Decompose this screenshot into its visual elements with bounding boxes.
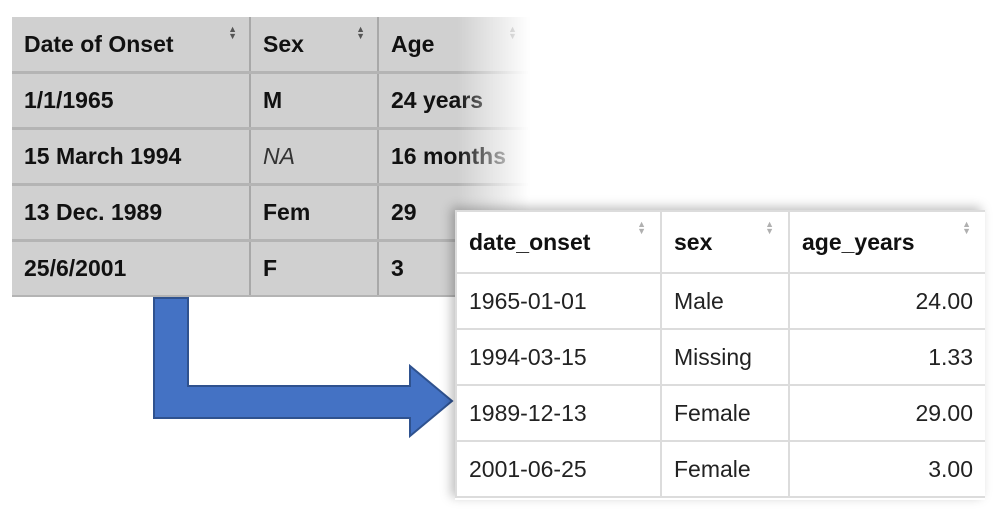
arrow-icon [153, 297, 454, 439]
clean-header-age-years[interactable]: age_years ▲ ▼ [788, 210, 985, 274]
raw-cell-date: 1/1/1965 [12, 72, 251, 130]
raw-cell-age: 24 years [378, 72, 530, 130]
clean-cell-date: 1989-12-13 [455, 384, 662, 442]
clean-data-table: date_onset ▲ ▼ sex ▲ ▼ age_years ▲ ▼ 1965-01-0… [455, 210, 985, 498]
raw-header-sex[interactable]: Sex ▲ ▼ [250, 17, 379, 74]
raw-data-table-panel: Date of Onset ▲ ▼ Sex ▲ ▼ Age ▲ ▼ 1/1/1965 M 2… [12, 17, 530, 297]
raw-data-table: Date of Onset ▲ ▼ Sex ▲ ▼ Age ▲ ▼ 1/1/1965 M 2… [12, 17, 530, 297]
sort-icon[interactable]: ▲ ▼ [637, 219, 646, 236]
clean-cell-age: 24.00 [788, 272, 985, 330]
table-row: 2001-06-25 Female 3.00 [455, 440, 985, 498]
raw-header-age[interactable]: Age ▲ ▼ [378, 17, 530, 74]
raw-header-row: Date of Onset ▲ ▼ Sex ▲ ▼ Age ▲ ▼ [12, 17, 530, 74]
clean-cell-age: 1.33 [788, 328, 985, 386]
raw-cell-sex: M [250, 72, 379, 130]
clean-cell-sex: Male [660, 272, 790, 330]
raw-cell-date: 15 March 1994 [12, 128, 251, 186]
clean-cell-date: 1965-01-01 [455, 272, 662, 330]
clean-header-label: date_onset [469, 228, 591, 255]
clean-header-date-onset[interactable]: date_onset ▲ ▼ [455, 210, 662, 274]
clean-header-label: age_years [802, 228, 915, 255]
table-row: 25/6/2001 F 3 [12, 240, 530, 297]
table-row: 1/1/1965 M 24 years [12, 72, 530, 130]
sort-icon[interactable]: ▲ ▼ [508, 24, 517, 41]
clean-header-row: date_onset ▲ ▼ sex ▲ ▼ age_years ▲ ▼ [455, 210, 985, 274]
table-row: 13 Dec. 1989 Fem 29 [12, 184, 530, 242]
table-row: 1965-01-01 Male 24.00 [455, 272, 985, 330]
clean-header-label: sex [674, 228, 713, 255]
raw-cell-sex: Fem [250, 184, 379, 242]
table-row: 15 March 1994 NA 16 months [12, 128, 530, 186]
clean-cell-age: 29.00 [788, 384, 985, 442]
raw-header-label: Sex [263, 30, 304, 57]
raw-cell-age: 16 months [378, 128, 530, 186]
clean-cell-date: 2001-06-25 [455, 440, 662, 498]
table-row: 1989-12-13 Female 29.00 [455, 384, 985, 442]
raw-header-date-of-onset[interactable]: Date of Onset ▲ ▼ [12, 17, 251, 74]
clean-cell-sex: Female [660, 440, 790, 498]
raw-cell-date: 13 Dec. 1989 [12, 184, 251, 242]
clean-cell-date: 1994-03-15 [455, 328, 662, 386]
table-row: 1994-03-15 Missing 1.33 [455, 328, 985, 386]
sort-icon[interactable]: ▲ ▼ [962, 219, 971, 236]
clean-header-sex[interactable]: sex ▲ ▼ [660, 210, 790, 274]
clean-cell-sex: Female [660, 384, 790, 442]
raw-cell-date: 25/6/2001 [12, 240, 251, 297]
clean-data-table-panel: date_onset ▲ ▼ sex ▲ ▼ age_years ▲ ▼ 1965-01-0… [455, 210, 985, 500]
clean-cell-sex: Missing [660, 328, 790, 386]
raw-cell-sex: F [250, 240, 379, 297]
sort-icon[interactable]: ▲ ▼ [356, 24, 365, 41]
raw-cell-sex: NA [250, 128, 379, 186]
raw-header-label: Age [391, 30, 435, 57]
sort-icon[interactable]: ▲ ▼ [228, 24, 237, 41]
clean-cell-age: 3.00 [788, 440, 985, 498]
raw-header-label: Date of Onset [24, 30, 174, 57]
sort-icon[interactable]: ▲ ▼ [765, 219, 774, 236]
